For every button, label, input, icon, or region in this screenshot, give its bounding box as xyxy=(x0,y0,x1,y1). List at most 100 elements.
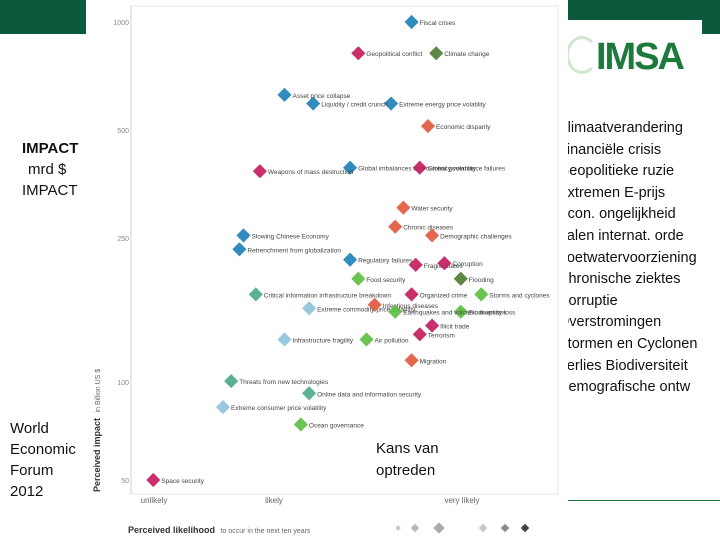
risk-point xyxy=(388,219,403,234)
risk-point xyxy=(404,353,419,368)
risk-point-label: Infrastructure fragility xyxy=(293,337,354,344)
x-tick-labels: unlikely likely very likely xyxy=(141,496,480,505)
risk-point xyxy=(388,304,403,319)
source-line: Economic xyxy=(10,441,76,458)
risk-point-label: Extreme commodity price volatility xyxy=(317,306,416,313)
risk-point-label: Threats from new technologies xyxy=(239,379,329,386)
risk-point xyxy=(412,327,427,342)
risk-point xyxy=(404,287,419,302)
risk-point-label: Flooding xyxy=(469,277,494,284)
risk-point-label: Food security xyxy=(366,277,406,284)
risk-point xyxy=(474,287,489,302)
risk-list-item: Verlies Biodiversiteit xyxy=(558,357,688,374)
bottom-legend-diamond xyxy=(478,523,488,533)
risk-point xyxy=(425,318,440,333)
x-tick-label: likely xyxy=(265,496,283,505)
risk-point xyxy=(408,257,423,272)
risk-point-label: Space security xyxy=(161,478,204,485)
risk-point-label: Critical information infrastructure brea… xyxy=(264,292,392,299)
risk-point xyxy=(224,374,239,389)
risk-point-label: Chronic diseases xyxy=(403,225,454,232)
risk-point-label: Biodiversity loss xyxy=(469,310,516,317)
bottom-legend-diamond xyxy=(410,523,420,533)
risk-point-label: Asset price collapse xyxy=(293,93,351,100)
risk-point xyxy=(425,228,440,243)
risk-point-label: Retrenchment from globalization xyxy=(247,247,341,254)
risk-point-label: Geopolitical conflict xyxy=(366,51,422,58)
risk-list-item: Stormen en Cyclonen xyxy=(558,335,698,352)
y-tick-labels: 1000 500 250 100 50 xyxy=(113,20,129,485)
data-points: Fiscal crises Geopolitical conflict Climat… xyxy=(146,14,550,488)
bottom-legend-diamond xyxy=(433,522,445,534)
risk-point-label: Air pollution xyxy=(375,337,409,344)
source-line: World xyxy=(10,420,49,437)
impact-axis-caption: IMPACT mrd $ IMPACT xyxy=(22,138,78,201)
risk-list-item: Zoetwatervoorziening xyxy=(558,249,697,266)
x-axis-title-main: Perceived likelihood xyxy=(128,525,215,535)
source-line: Forum xyxy=(10,462,54,479)
risk-point-label: Water security xyxy=(411,206,453,213)
risk-point-label: Fiscal crises xyxy=(420,20,457,27)
risk-point-label: Infectious diseases xyxy=(383,303,439,310)
risk-point xyxy=(215,400,231,415)
risk-list: Klimaatverandering Financiële crisis Geo… xyxy=(558,118,720,399)
x-axis-title: Perceived likelihood to occur in the nex… xyxy=(128,525,311,535)
likelihood-caption: Kans van optreden xyxy=(372,436,466,484)
risk-point xyxy=(293,417,308,432)
risk-point xyxy=(367,297,382,312)
impact-sub: IMPACT xyxy=(22,182,78,199)
risk-point-label: Organized crime xyxy=(420,292,468,299)
y-axis-title-unit: in Billion US $ xyxy=(95,369,102,413)
risk-point-label: Regulatory failures xyxy=(358,258,413,265)
risk-point-label: Migration xyxy=(420,358,447,365)
risk-list-item: Falen internat. orde xyxy=(558,227,684,244)
risk-list-item: Econ. ongelijkheid xyxy=(558,206,676,223)
risk-point xyxy=(404,14,419,30)
risk-list-item: Overstromingen xyxy=(558,314,662,331)
risk-point xyxy=(412,160,427,175)
y-axis-title: Perceived impact in Billion US $ xyxy=(92,369,102,492)
risk-point-label: Online data and information security xyxy=(317,391,422,398)
risk-list-item: Chronische ziektes xyxy=(558,271,681,288)
risk-point xyxy=(396,200,411,215)
risk-point xyxy=(351,46,366,61)
risk-point-label: Storms and cyclones xyxy=(489,292,550,299)
y-axis-title-main: Perceived impact xyxy=(92,418,102,492)
risk-point-label: Terrorism xyxy=(428,332,455,339)
bottom-legend-diamond xyxy=(500,523,510,533)
risk-list-item: Corruptie xyxy=(558,292,618,309)
risk-point xyxy=(277,332,292,347)
risk-point xyxy=(248,287,263,302)
risk-point xyxy=(437,256,452,271)
risk-scatter-chart: 1000 500 250 100 50 unlikely likely very likel… xyxy=(86,0,568,540)
impact-title: IMPACT xyxy=(22,140,79,157)
y-tick-label: 500 xyxy=(117,128,129,135)
y-tick-label: 1000 xyxy=(113,20,129,27)
risk-point xyxy=(252,164,267,179)
bottom-legend-diamond xyxy=(395,525,401,531)
y-tick-label: 100 xyxy=(117,380,129,387)
risk-point xyxy=(420,119,436,134)
x-axis-title-suffix: to occur in the next ten years xyxy=(221,528,311,535)
logo-swirl-icon xyxy=(566,36,598,74)
risk-point xyxy=(429,46,444,61)
risk-point-label: Illicit trade xyxy=(440,324,470,331)
risk-point-label: Weapons of mass destruction xyxy=(268,169,354,176)
source-credit: World Economic Forum 2012 xyxy=(10,418,94,502)
risk-point-label: Earthquakes and volcanic eruptions xyxy=(403,310,507,317)
y-tick-label: 250 xyxy=(117,236,129,243)
risk-point-label: Ocean governance xyxy=(309,422,364,429)
x-tick-label: unlikely xyxy=(141,496,168,505)
chart-background xyxy=(86,0,568,540)
header-band-left xyxy=(0,0,86,34)
source-line: 2012 xyxy=(10,483,44,500)
risk-list-item: Financiële crisis xyxy=(558,141,662,158)
risk-point xyxy=(146,472,161,488)
risk-point-label: Corruption xyxy=(452,261,483,268)
risk-point xyxy=(384,96,399,111)
risk-point-label: Slowing Chinese Economy xyxy=(252,233,330,240)
risk-list-item: Demografische ontw xyxy=(558,379,691,396)
risk-point-label: Global governance failures xyxy=(428,166,506,173)
risk-point-label: Liquidity / credit crunch xyxy=(321,102,388,109)
risk-point-label: Demographic challenges xyxy=(440,233,512,240)
